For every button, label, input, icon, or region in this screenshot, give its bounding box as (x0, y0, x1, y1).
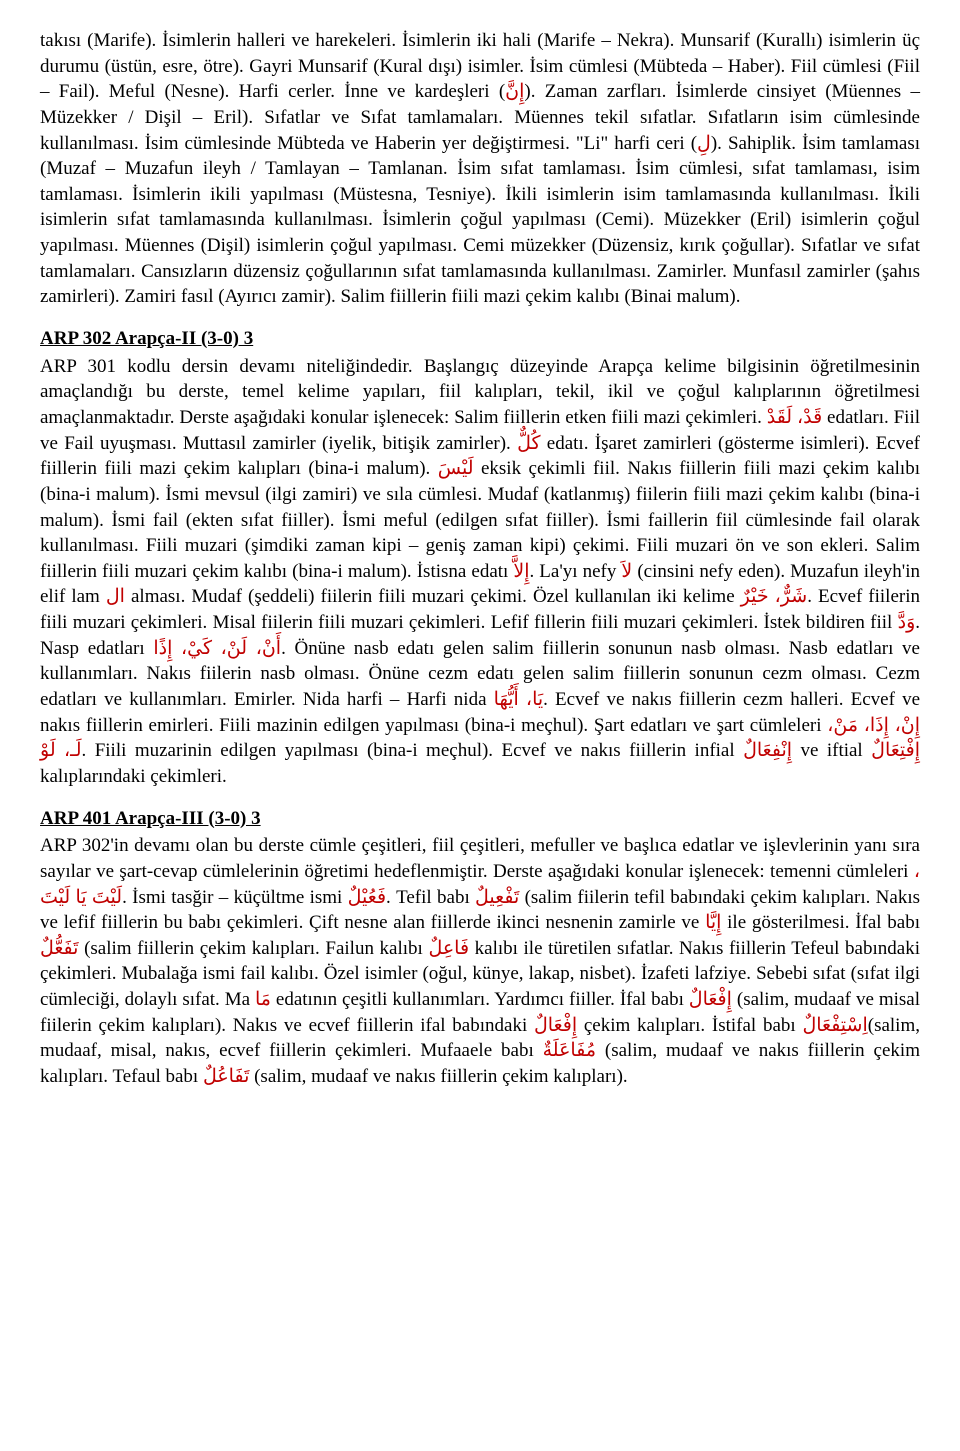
text-segment: (salim fiillerin çekim kalıpları. Failun… (78, 938, 428, 959)
text-segment: kalıplarındaki çekimleri. (40, 766, 227, 787)
arabic-laysa: لَيْسَ (438, 458, 474, 479)
arabic-li: لِ (697, 133, 711, 154)
arabic-fuayl: فَعُيْلٌ (348, 887, 386, 908)
text-segment: ile gösterilmesi. İfal babı (721, 912, 920, 933)
text-segment: . İsmi tasğir – küçültme ismi (122, 887, 348, 908)
arabic-al: ال (106, 586, 125, 607)
arabic-nasb: أَنْ، لَنْ، كَيْ، إِذًا (153, 638, 281, 659)
arabic-inne: إِنَّ (505, 81, 524, 102)
arabic-illa: إِلاَّ (513, 561, 529, 582)
arabic-la: لاَ (621, 561, 632, 582)
arabic-ifal2: إِفْعَالٌ (534, 1015, 577, 1036)
heading-arp302: ARP 302 Arapça-II (3-0) 3 (40, 326, 920, 352)
arabic-ma: مَا (255, 989, 271, 1010)
text-segment: . Tefil babı (386, 887, 475, 908)
text-segment: ve iftial (792, 740, 871, 761)
heading-arp401: ARP 401 Arapça-III (3-0) 3 (40, 806, 920, 832)
text-segment: . Fiili muzarinin edilgen yapılması (bin… (82, 740, 744, 761)
arabic-mufaala: مُفَاعَلَةٌ (543, 1040, 596, 1061)
arabic-iftial: إِفْتِعَالٌ (871, 740, 920, 761)
paragraph-2: ARP 301 kodlu dersin devamı niteliğinded… (40, 354, 920, 790)
arabic-fail: فَاعِلٌ (428, 938, 469, 959)
arabic-tafaul2: تَفَاعُلٌ (203, 1066, 249, 1087)
arabic-ifal1: إِفْعَالٌ (689, 989, 732, 1010)
arabic-nida: يَا، أَيُّهَا (494, 689, 543, 710)
arabic-infial: إِنْفِعَالٌ (743, 740, 792, 761)
paragraph-3: ARP 302'in devamı olan bu derste cümle ç… (40, 833, 920, 1089)
text-segment: . La'yı nefy (530, 561, 622, 582)
text-segment: ARP 302'in devamı olan bu derste cümle ç… (40, 835, 920, 882)
arabic-wadda: وَدَّ (898, 612, 916, 633)
text-segment: ). Sahiplik. İsim tamlaması (Muzaf – Muz… (40, 133, 920, 308)
arabic-kull: كُلٌّ (517, 433, 540, 454)
paragraph-1: takısı (Marife). İsimlerin halleri ve ha… (40, 28, 920, 310)
arabic-qad: قَدْ، لَقَدْ (767, 407, 822, 428)
arabic-tafil: تَفْعِيلٌ (475, 887, 519, 908)
text-segment: çekim kalıpları. İstifal babı (577, 1015, 802, 1036)
arabic-istifal: اِسْتِفْعَالٌ (802, 1015, 867, 1036)
text-segment: edatının çeşitli kullanımları. Yardımcı … (271, 989, 689, 1010)
arabic-iyya: إِيَّا (705, 912, 721, 933)
text-segment: (salim, mudaaf ve nakıs fiillerin çekim … (249, 1066, 627, 1087)
arabic-sharr-khayr: شَرٌّ، خَيْرٌ (741, 586, 808, 607)
text-segment: alması. Mudaf (şeddeli) fiilerin fiili m… (125, 586, 741, 607)
arabic-tafaul: تَفَعُّلٌ (40, 938, 78, 959)
